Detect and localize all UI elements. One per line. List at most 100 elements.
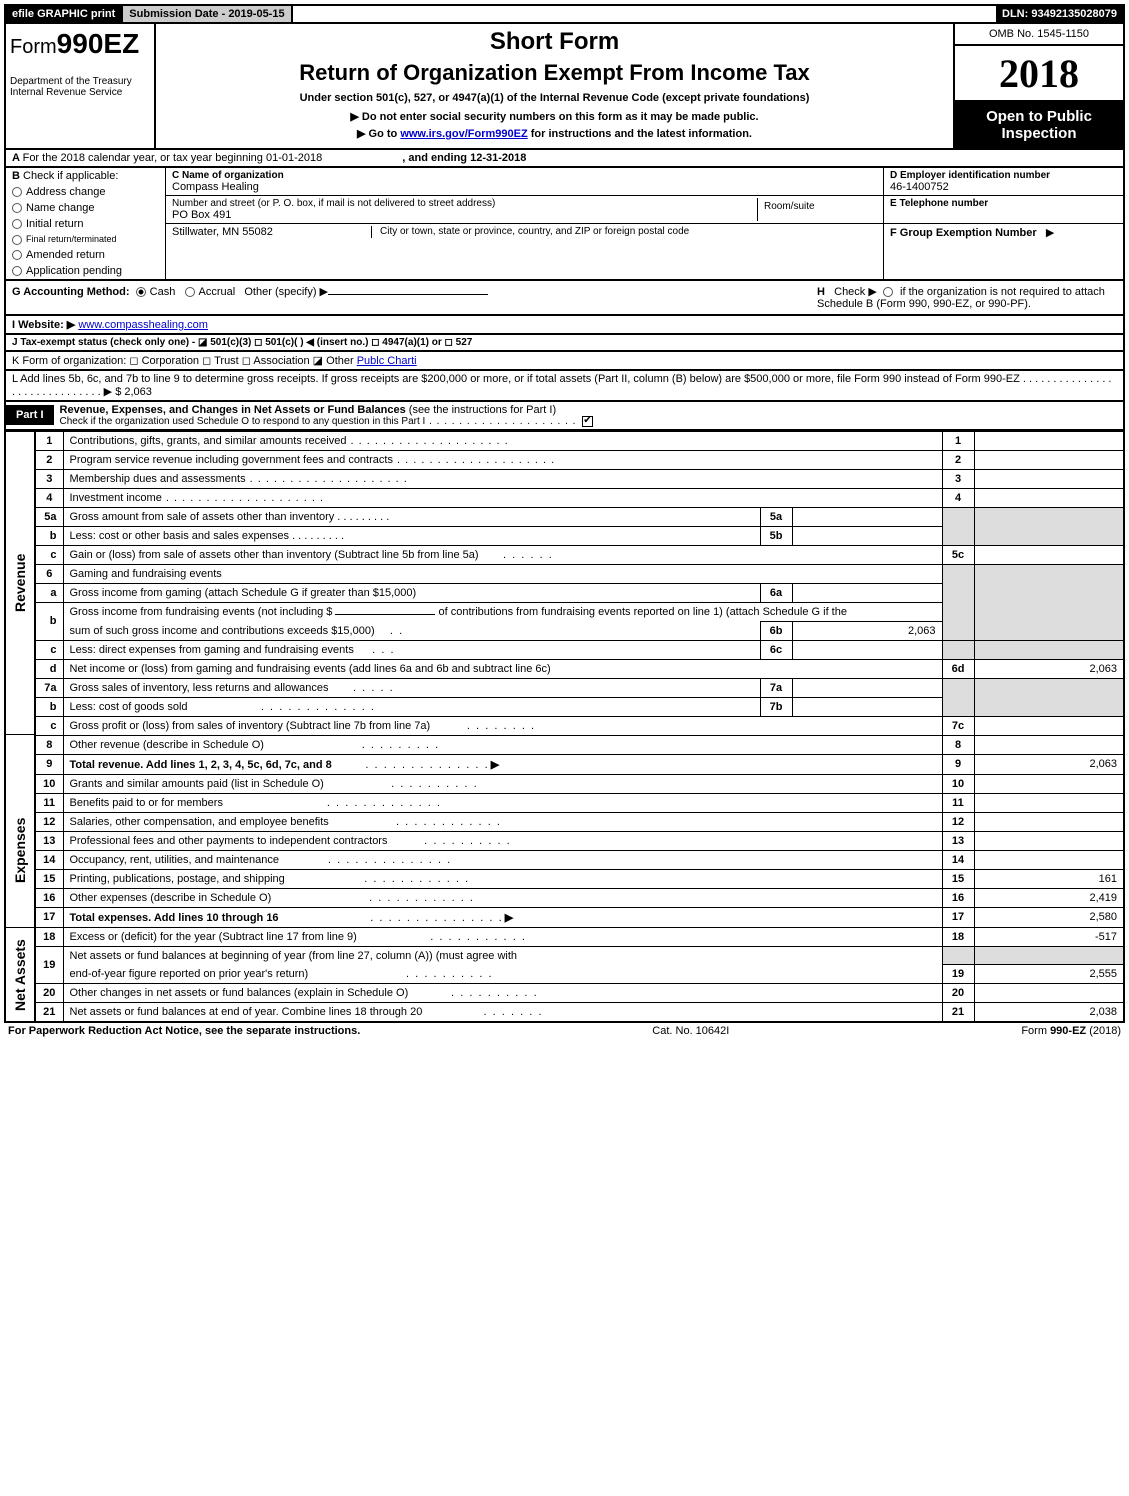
schedule-o-checkbox-icon[interactable] [582,416,593,427]
h-checkbox-icon[interactable] [883,287,893,297]
l10-desc: Grants and similar amounts paid (list in… [63,774,942,793]
g-label: G Accounting Method: [12,286,130,298]
chk-final[interactable]: Final return/terminated [6,232,165,247]
l6b-mv: 2,063 [792,621,942,640]
l6c-shv [974,640,1124,659]
header-center: Short Form Return of Organization Exempt… [156,24,953,148]
l5c-val [974,545,1124,564]
instruct-2: ▶ Go to www.irs.gov/Form990EZ for instru… [160,127,949,140]
g-accounting: G Accounting Method: Cash Accrual Other … [12,285,817,310]
col-c: C Name of organization Compass Healing N… [166,168,883,279]
footer-center: Cat. No. 10642I [652,1025,729,1037]
l13-rn: 13 [942,831,974,850]
row-gh: G Accounting Method: Cash Accrual Other … [4,281,1125,316]
l16-desc: Other expenses (describe in Schedule O) … [63,888,942,907]
city-row: Stillwater, MN 55082 City or town, state… [166,224,883,240]
submission-date: Submission Date - 2019-05-15 [121,6,292,22]
chk-application[interactable]: Application pending [6,263,165,279]
g-cash: Cash [150,286,176,298]
h-check: H Check ▶ if the organization is not req… [817,285,1117,310]
l6d-desc: Net income or (loss) from gaming and fun… [63,659,942,678]
radio-accrual-icon[interactable] [185,287,195,297]
l16-num: 16 [35,888,63,907]
l11-val [974,793,1124,812]
k-link[interactable]: Publc Charti [357,355,417,367]
l15-desc: Printing, publications, postage, and shi… [63,869,942,888]
chk-initial[interactable]: Initial return [6,216,165,232]
l21-val: 2,038 [974,1003,1124,1023]
l6d-rn: 6d [942,659,974,678]
room-label: Room/suite [764,201,815,212]
l13-num: 13 [35,831,63,850]
l2-desc: Program service revenue including govern… [63,450,942,469]
g-other-field[interactable] [328,294,488,295]
website-link[interactable]: www.compasshealing.com [78,319,208,331]
l14-rn: 14 [942,850,974,869]
row-l: L Add lines 5b, 6c, and 7b to line 9 to … [4,371,1125,402]
omb-number: OMB No. 1545-1150 [955,24,1123,46]
footer-right: Form 990-EZ (2018) [1021,1025,1121,1037]
instruct2-pre: ▶ Go to [357,128,400,140]
l5a-mv [792,507,942,526]
side-revenue: Revenue [5,431,35,735]
b-label: B Check if applicable: [6,168,165,184]
l7b-num: b [35,697,63,716]
l17-val: 2,580 [974,907,1124,927]
l6b-blank[interactable] [335,614,435,615]
irs-link[interactable]: www.irs.gov/Form990EZ [400,128,527,140]
l3-desc: Membership dues and assessments [63,469,942,488]
l13-val [974,831,1124,850]
l19-desc: Net assets or fund balances at beginning… [63,946,942,965]
h-prefix: H [817,286,825,298]
e-phone-cell: E Telephone number [884,196,1123,224]
dln-label: DLN: 93492135028079 [996,6,1123,22]
l6c-desc: Less: direct expenses from gaming and fu… [63,640,760,659]
l3-val [974,469,1124,488]
l5-shade [942,507,974,545]
l7b-desc: Less: cost of goods sold . . . . . . . .… [63,697,760,716]
d-label: D Employer identification number [890,170,1050,181]
efile-label: efile GRAPHIC print [6,6,121,22]
row-a: A For the 2018 calendar year, or tax yea… [4,150,1125,168]
footer: For Paperwork Reduction Act Notice, see … [4,1023,1125,1039]
l18-val: -517 [974,927,1124,946]
l9-desc: Total revenue. Add lines 1, 2, 3, 4, 5c,… [63,754,942,774]
l17-num: 17 [35,907,63,927]
street-label: Number and street (or P. O. box, if mail… [172,198,757,209]
line-a: A For the 2018 calendar year, or tax yea… [12,152,322,164]
l6b-desc1: Gross income from fundraising events (no… [63,602,942,621]
l9-rn: 9 [942,754,974,774]
short-form-title: Short Form [160,28,949,56]
l5b-num: b [35,526,63,545]
l5a-desc: Gross amount from sale of assets other t… [63,507,760,526]
l19-shv [974,946,1124,965]
radio-cash-icon[interactable] [136,287,146,297]
g-accrual: Accrual [199,286,236,298]
l16-rn: 16 [942,888,974,907]
l19b-desc: end-of-year figure reported on prior yea… [63,965,942,984]
chk-name[interactable]: Name change [6,200,165,216]
city-value: Stillwater, MN 55082 [172,226,372,238]
form-number: Form990EZ [10,28,150,60]
l10-rn: 10 [942,774,974,793]
l15-num: 15 [35,869,63,888]
part1-table: Revenue 1 Contributions, gifts, grants, … [4,431,1125,1024]
part1-checkline: Check if the organization used Schedule … [60,416,1117,427]
l5a-mn: 5a [760,507,792,526]
l1-val [974,431,1124,450]
l21-rn: 21 [942,1003,974,1023]
l7a-mn: 7a [760,678,792,697]
l15-val: 161 [974,869,1124,888]
l5b-mn: 5b [760,526,792,545]
l20-num: 20 [35,984,63,1003]
ein-value: 46-1400752 [890,181,1117,193]
l7c-desc: Gross profit or (loss) from sales of inv… [63,716,942,735]
l16-val: 2,419 [974,888,1124,907]
side-netassets: Net Assets [5,927,35,1022]
l12-num: 12 [35,812,63,831]
l14-val [974,850,1124,869]
chk-amended[interactable]: Amended return [6,247,165,263]
l21-num: 21 [35,1003,63,1023]
tax-year: 2018 [955,46,1123,102]
chk-address[interactable]: Address change [6,184,165,200]
